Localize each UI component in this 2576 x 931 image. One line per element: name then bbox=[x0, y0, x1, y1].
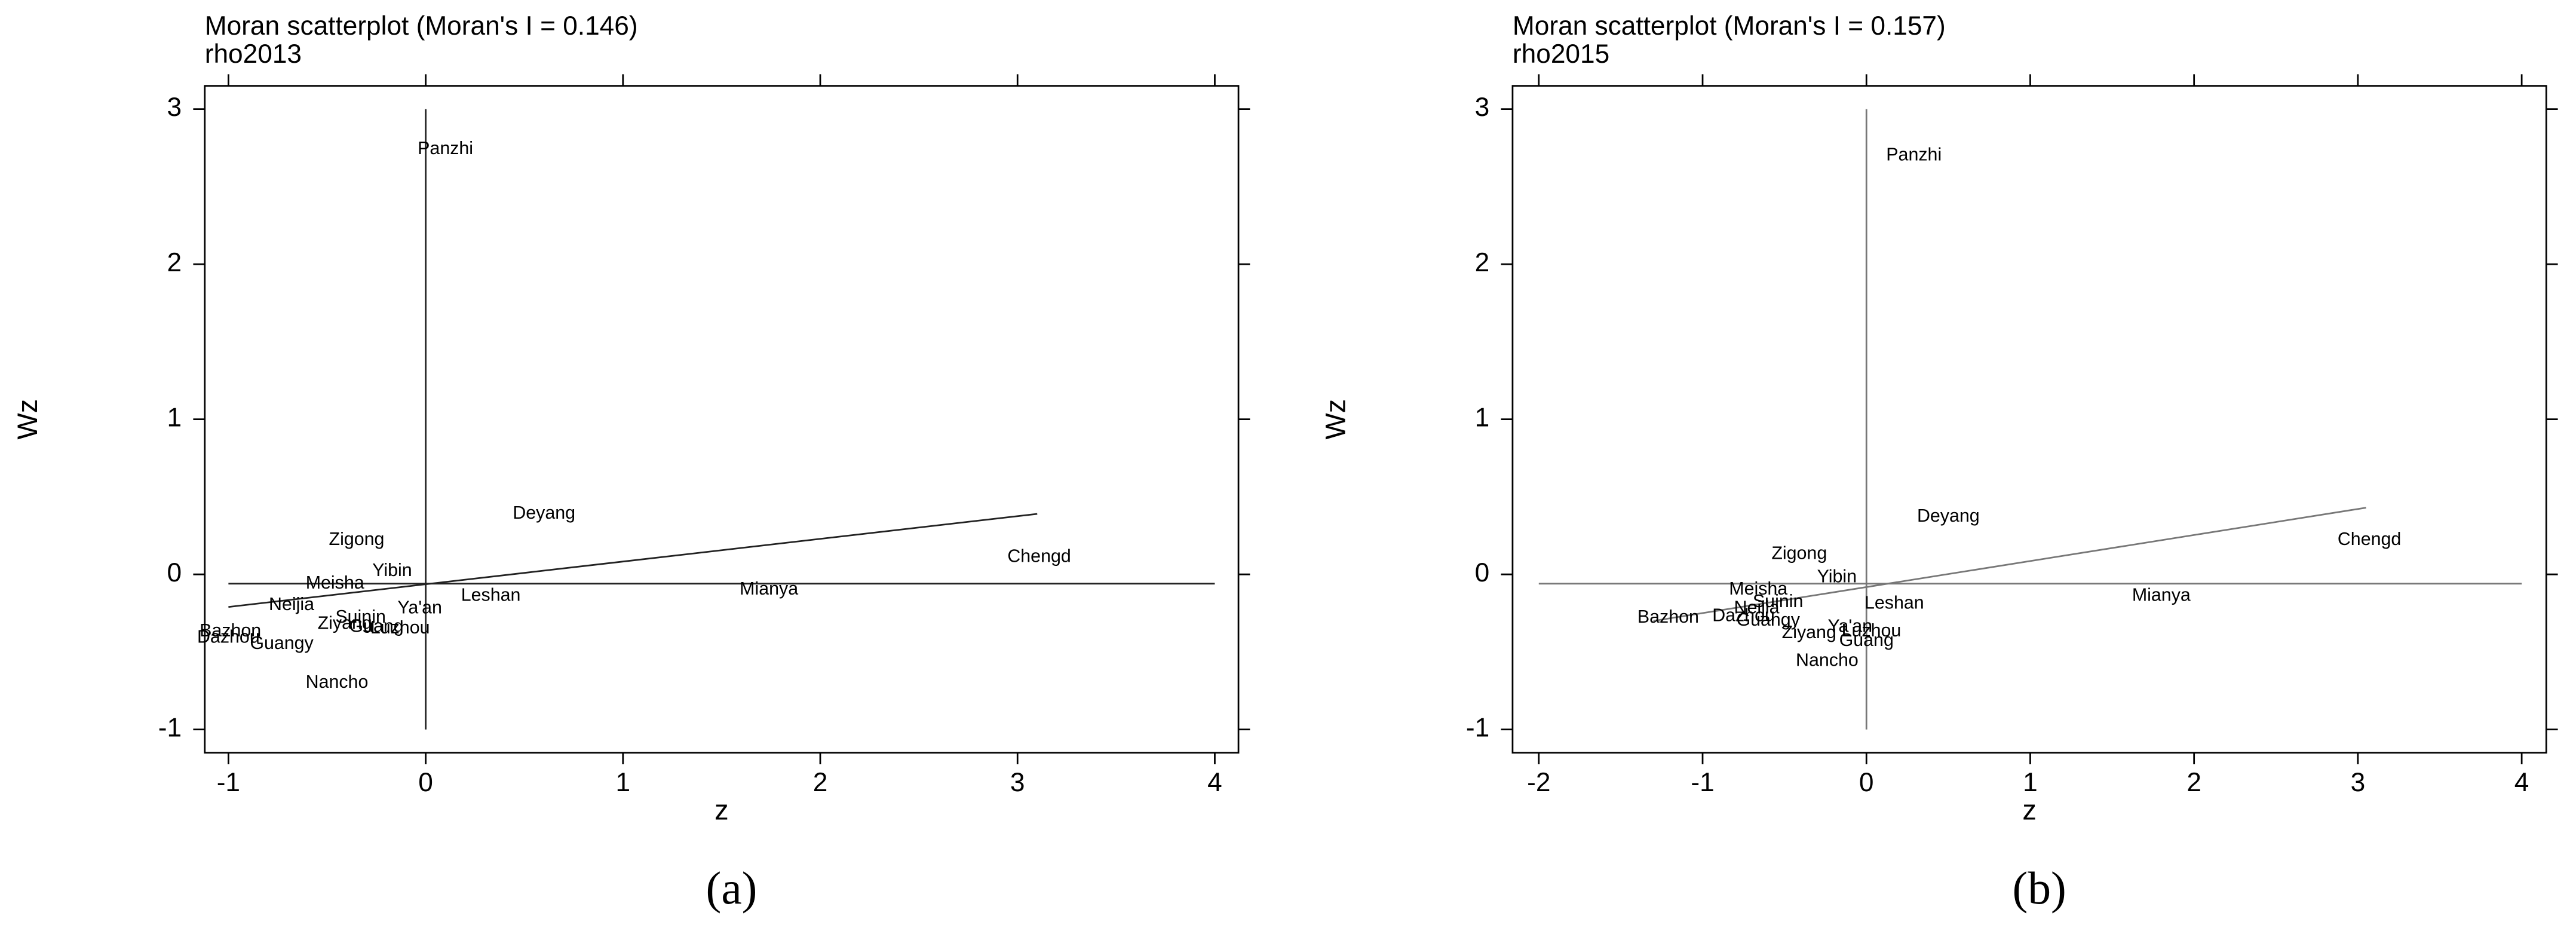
x-tick-label: 1 bbox=[2023, 768, 2038, 797]
point-label: Yibin bbox=[1817, 566, 1857, 586]
point-label: Nancho bbox=[306, 672, 369, 692]
point-label: Suinin bbox=[335, 607, 385, 627]
x-tick-label: 4 bbox=[2514, 768, 2529, 797]
point-label: Dazhou bbox=[1712, 605, 1775, 625]
y-tick-label: 3 bbox=[167, 93, 182, 122]
x-tick-label: 0 bbox=[418, 768, 433, 797]
point-label: Zigong bbox=[1771, 543, 1827, 563]
y-axis-label: Wz bbox=[1319, 399, 1351, 440]
x-tick-label: -1 bbox=[217, 768, 240, 797]
y-axis-label: Wz bbox=[11, 399, 43, 440]
panel-caption: (a) bbox=[706, 862, 758, 914]
point-label: Meisha bbox=[1729, 578, 1787, 599]
x-axis-label: z bbox=[2022, 794, 2036, 826]
point-label: Deyang bbox=[513, 503, 575, 523]
point-label: Panzhi bbox=[1886, 144, 1942, 164]
point-label: Guangy bbox=[1736, 610, 1800, 630]
point-label: Meisha bbox=[306, 572, 364, 593]
chart-subtitle: rho2013 bbox=[205, 39, 302, 69]
x-tick-label: 0 bbox=[1859, 768, 1874, 797]
x-tick-label: 2 bbox=[813, 768, 828, 797]
x-tick-label: 3 bbox=[1010, 768, 1025, 797]
y-tick-label: 1 bbox=[1475, 403, 1490, 432]
point-label: Neijia bbox=[269, 594, 314, 614]
y-tick-label: -1 bbox=[158, 713, 182, 742]
plot-frame bbox=[1511, 85, 2547, 754]
x-axis-label: z bbox=[714, 794, 728, 826]
point-label: Ya'an bbox=[1828, 615, 1873, 636]
point-label: Bazhon bbox=[1637, 607, 1699, 627]
chart-title: Moran scatterplot (Moran's I = 0.146) bbox=[205, 11, 638, 41]
chart-title: Moran scatterplot (Moran's I = 0.157) bbox=[1513, 11, 1946, 41]
point-label: Ya'an bbox=[397, 597, 442, 617]
x-tick-label: 4 bbox=[1207, 768, 1222, 797]
x-tick-label: -1 bbox=[1691, 768, 1714, 797]
panel-caption: (b) bbox=[2013, 862, 2066, 914]
point-label: Yibin bbox=[372, 560, 412, 580]
point-label: Chengd bbox=[1007, 546, 1071, 566]
point-label: Bazhon bbox=[200, 620, 261, 641]
point-label: Dazhou bbox=[197, 627, 260, 647]
y-tick-label: 2 bbox=[167, 248, 182, 277]
point-label: Chengd bbox=[2338, 529, 2401, 549]
point-label: Mianya bbox=[2132, 585, 2191, 605]
point-label: Nancho bbox=[1796, 650, 1859, 670]
panel: Moran scatterplot (Moran's I = 0.146)rho… bbox=[11, 11, 1250, 914]
point-label: Neijia bbox=[1734, 597, 1780, 617]
x-tick-label: 1 bbox=[616, 768, 631, 797]
point-label: Guangy bbox=[250, 633, 314, 653]
y-tick-label: 0 bbox=[167, 558, 182, 587]
x-tick-label: 3 bbox=[2351, 768, 2366, 797]
point-label: Suinin bbox=[1753, 591, 1803, 611]
y-tick-label: 2 bbox=[1475, 248, 1490, 277]
point-label: Zigong bbox=[329, 529, 385, 549]
point-label: Leshan bbox=[461, 585, 521, 605]
point-label: Leshan bbox=[1864, 593, 1924, 613]
point-label: Ziyang bbox=[318, 612, 372, 633]
panel: Moran scatterplot (Moran's I = 0.157)rho… bbox=[1319, 11, 2558, 914]
y-tick-label: 0 bbox=[1475, 558, 1490, 587]
point-label: Luzhou bbox=[370, 617, 430, 638]
point-label: Guang bbox=[1839, 630, 1894, 650]
y-tick-label: -1 bbox=[1466, 713, 1489, 742]
fit-line bbox=[1653, 507, 2366, 622]
point-label: Deyang bbox=[1917, 506, 1980, 526]
y-tick-label: 3 bbox=[1475, 93, 1490, 122]
x-tick-label: -2 bbox=[1527, 768, 1550, 797]
point-label: Luzhou bbox=[1842, 620, 1902, 641]
plot-frame bbox=[204, 85, 1240, 754]
point-label: Mianya bbox=[740, 578, 798, 599]
x-tick-label: 2 bbox=[2186, 768, 2201, 797]
point-label: Ziyang bbox=[1782, 622, 1836, 642]
point-label: Guang bbox=[349, 615, 403, 636]
chart-subtitle: rho2015 bbox=[1513, 39, 1609, 69]
fit-line bbox=[228, 513, 1038, 608]
point-label: Panzhi bbox=[418, 138, 473, 158]
y-tick-label: 1 bbox=[167, 403, 182, 432]
